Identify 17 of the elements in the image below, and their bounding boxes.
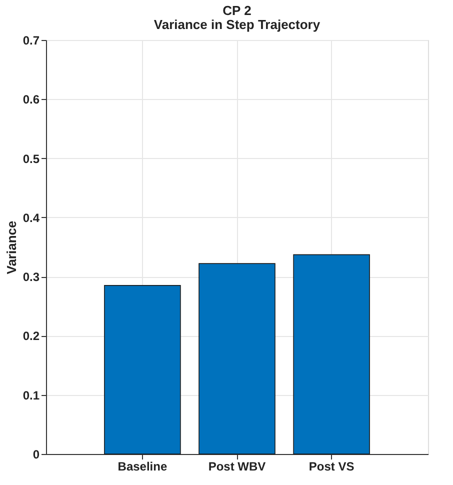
chart-subtitle: Variance in Step Trajectory — [154, 17, 321, 32]
y-axis-title: Variance — [4, 220, 19, 274]
bar — [293, 254, 370, 454]
bar — [198, 263, 276, 454]
chart-title: CP 2 — [222, 3, 252, 18]
x-tick-label: Post VS — [308, 460, 354, 474]
y-tick-label: 0.5 — [22, 152, 40, 166]
bar — [104, 285, 181, 454]
y-tick-label: 0.1 — [22, 388, 40, 402]
y-tick-label: 0.7 — [22, 34, 40, 48]
y-tick-label: 0.4 — [22, 210, 40, 225]
x-tick-label: Baseline — [118, 460, 168, 474]
y-tick-label: 0.6 — [22, 92, 40, 107]
x-tick-label: Post WBV — [208, 460, 266, 474]
y-tick-label: 0 — [32, 448, 40, 462]
y-tick-label: 0.2 — [22, 329, 40, 344]
y-tick-label: 0.3 — [22, 270, 40, 284]
